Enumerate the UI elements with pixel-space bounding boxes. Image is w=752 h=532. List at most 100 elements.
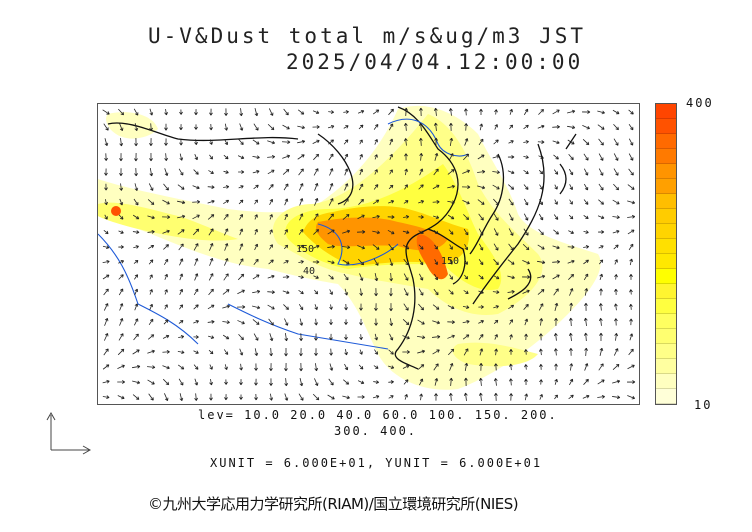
wind-arrow — [117, 395, 125, 400]
wind-arrow — [509, 378, 513, 386]
wind-arrow — [208, 273, 214, 281]
wind-arrow — [133, 108, 139, 116]
wind-arrow — [389, 153, 393, 160]
colorbar-band — [656, 389, 676, 404]
wind-arrow — [268, 318, 274, 326]
wind-arrow — [508, 140, 514, 144]
colorbar-band — [656, 239, 676, 254]
wind-arrow — [207, 199, 215, 204]
wind-arrow — [629, 333, 634, 341]
wind-arrow — [599, 332, 603, 341]
colorbar-band — [656, 149, 676, 164]
wind-arrow — [343, 273, 349, 281]
wind-arrow — [388, 123, 394, 131]
wind-arrow — [567, 125, 576, 130]
wind-arrow — [552, 140, 560, 145]
wind-arrow — [373, 365, 379, 369]
wind-arrow — [313, 168, 319, 176]
wind-arrow — [239, 108, 244, 117]
wind-arrow — [177, 214, 186, 219]
wind-arrow — [389, 169, 393, 175]
wind-arrow — [463, 228, 469, 236]
wind-arrow — [312, 244, 320, 249]
wind-arrow — [507, 155, 515, 159]
wind-arrow — [164, 123, 168, 131]
wind-arrow — [537, 274, 546, 279]
wind-arrow — [268, 184, 274, 190]
wind-arrow — [252, 319, 260, 325]
wind-arrow — [599, 288, 603, 296]
wind-arrow — [508, 213, 514, 221]
wind-arrow — [477, 169, 486, 174]
wind-arrow — [553, 169, 559, 175]
wind-arrow — [568, 394, 574, 400]
wind-arrow — [537, 124, 545, 129]
wind-arrow — [327, 244, 335, 249]
wind-arrow — [342, 259, 350, 265]
wind-arrow — [177, 229, 185, 235]
wind-arrow — [239, 379, 243, 386]
colorbar-band — [656, 374, 676, 389]
wind-arrow — [479, 108, 483, 115]
wind-arrow — [343, 379, 350, 385]
wind-arrow — [402, 230, 410, 235]
wind-arrow — [299, 378, 304, 387]
wind-arrow — [552, 125, 560, 129]
wind-arrow — [417, 335, 426, 340]
wind-arrow — [224, 258, 229, 266]
wind-arrow — [463, 214, 470, 220]
wind-arrow — [583, 259, 589, 265]
wind-arrow — [432, 349, 440, 355]
wind-arrow — [314, 378, 319, 386]
wind-arrow — [299, 362, 303, 372]
wind-arrow — [329, 289, 333, 295]
wind-arrow — [509, 124, 514, 130]
wind-arrow — [193, 364, 199, 370]
wind-arrow — [268, 259, 274, 265]
wind-arrow — [117, 364, 125, 369]
wind-arrow — [629, 273, 633, 280]
wind-arrow — [493, 259, 499, 266]
wind-arrow — [627, 229, 635, 235]
wind-arrow — [133, 260, 139, 264]
wind-arrow — [373, 124, 379, 130]
wind-arrow — [224, 379, 228, 385]
wind-arrow — [359, 139, 363, 145]
wind-arrow — [372, 199, 380, 205]
wind-arrow — [298, 244, 304, 250]
wind-arrow — [164, 168, 169, 177]
wind-arrow — [314, 289, 319, 295]
colorbar-band — [656, 284, 676, 299]
wind-arrow — [462, 199, 470, 205]
wind-arrow — [149, 108, 154, 116]
wind-arrow — [462, 169, 471, 174]
wind-arrow — [267, 304, 275, 310]
wind-arrow — [419, 107, 423, 117]
colorbar-min-label: 10 — [694, 398, 713, 412]
wind-arrow — [554, 317, 558, 326]
wind-arrow — [419, 393, 423, 401]
wind-arrow — [463, 348, 469, 356]
wind-arrow — [627, 395, 636, 400]
wind-arrow — [568, 230, 574, 234]
wind-arrow — [508, 243, 514, 251]
wind-arrow — [433, 363, 439, 371]
wind-arrow — [177, 184, 185, 190]
wind-arrow — [509, 108, 513, 115]
wind-arrow — [359, 154, 363, 160]
wind-arrow — [164, 108, 168, 116]
wind-arrow — [612, 363, 620, 370]
wind-arrow — [102, 395, 110, 399]
wind-arrow — [284, 363, 288, 372]
wind-arrow — [523, 169, 529, 175]
wind-arrow — [104, 138, 109, 147]
wind-arrow — [282, 290, 290, 295]
wind-arrow — [493, 305, 499, 309]
wind-arrow — [163, 258, 169, 266]
wind-arrow — [104, 183, 108, 191]
wind-arrow — [553, 288, 559, 296]
wind-arrow — [147, 365, 156, 370]
wind-arrow — [164, 393, 169, 401]
contour-levels-cont: 300. 400. — [334, 424, 418, 438]
wind-arrow — [552, 245, 560, 250]
